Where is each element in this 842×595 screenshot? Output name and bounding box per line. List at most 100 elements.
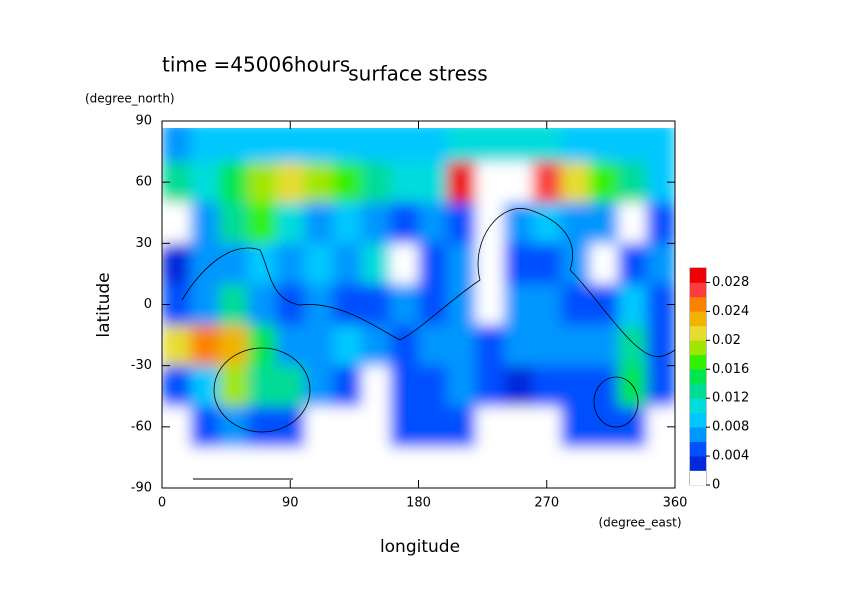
cell: [561, 324, 590, 367]
cell: [390, 284, 419, 326]
cell: [504, 324, 533, 367]
cell: [646, 447, 675, 481]
colorbar-swatch: [690, 398, 706, 413]
cell: [475, 365, 505, 407]
cell: [162, 243, 191, 285]
cell: [646, 365, 675, 407]
cell: [390, 365, 419, 407]
y-tick-label: 0: [144, 297, 152, 312]
cell: [219, 128, 248, 163]
cell: [247, 365, 277, 407]
colorbar-swatch: [690, 470, 706, 486]
colorbar-swatch: [690, 268, 706, 283]
cell: [504, 128, 533, 163]
cell: [561, 365, 590, 407]
cell: [418, 365, 448, 407]
cell: [304, 365, 334, 407]
x-tick-label: 270: [534, 496, 559, 511]
y-tick-label: -30: [131, 358, 152, 373]
cell: [361, 406, 391, 448]
cell: [504, 243, 533, 285]
cell: [618, 365, 647, 407]
cell: [504, 284, 533, 326]
coastline: [181, 208, 676, 357]
cell: [589, 202, 619, 244]
cell: [333, 365, 362, 407]
cell: [219, 243, 248, 285]
cell: [247, 202, 277, 244]
cell: [475, 447, 505, 481]
cell: [646, 128, 675, 163]
colorbar-tick-label: 0.028: [712, 275, 749, 290]
colorbar-swatch: [690, 427, 706, 442]
cell: [618, 447, 647, 481]
cell: [162, 447, 191, 481]
cell: [304, 243, 334, 285]
colorbar-swatch: [690, 340, 706, 356]
cell: [447, 128, 476, 163]
colorbar-tick-label: 0: [712, 478, 720, 493]
cell: [333, 161, 362, 204]
cell: [190, 365, 220, 407]
cell: [589, 447, 619, 481]
cell: [561, 161, 590, 204]
colorbar-tick-label: 0.016: [712, 362, 749, 377]
cells: [162, 128, 675, 481]
cell: [589, 161, 619, 204]
cell: [304, 128, 334, 163]
x-axis-label: longitude: [380, 537, 460, 557]
cell: [618, 243, 647, 285]
cell: [390, 406, 419, 448]
cell: [504, 161, 533, 204]
cell: [276, 365, 305, 407]
cell: [618, 284, 647, 326]
cell: [561, 128, 590, 163]
cell: [247, 284, 277, 326]
cell: [532, 324, 562, 367]
field: [162, 128, 675, 481]
colorbar-swatch: [690, 456, 706, 471]
cell: [447, 406, 476, 448]
coastline: [213, 347, 311, 433]
coastline: [593, 376, 639, 428]
cell: [276, 324, 305, 367]
cell: [333, 128, 362, 163]
cell: [247, 447, 277, 481]
cell: [475, 406, 505, 448]
cell: [190, 202, 220, 244]
cell: [190, 243, 220, 285]
cell: [561, 447, 590, 481]
cell: [418, 447, 448, 481]
cell: [418, 406, 448, 448]
cell: [333, 447, 362, 481]
colorbar-swatch: [690, 354, 706, 370]
y-unit: (degree_north): [85, 92, 175, 106]
cell: [333, 324, 362, 367]
cell: [390, 447, 419, 481]
cell: [333, 243, 362, 285]
cell: [589, 324, 619, 367]
y-tick-label: -60: [131, 419, 152, 434]
colorbar-swatch: [690, 325, 706, 341]
cell: [475, 243, 505, 285]
cell: [418, 202, 448, 244]
cell: [532, 365, 562, 407]
cell: [418, 161, 448, 204]
cell: [418, 284, 448, 326]
cell: [618, 161, 647, 204]
colorbar-tick-label: 0.024: [712, 304, 749, 319]
cell: [162, 324, 191, 367]
cell: [418, 324, 448, 367]
cell: [390, 128, 419, 163]
colorbar-swatch: [690, 296, 706, 312]
cell: [304, 447, 334, 481]
cell: [276, 202, 305, 244]
cell: [219, 284, 248, 326]
cell: [532, 447, 562, 481]
cell: [475, 128, 505, 163]
cell: [190, 324, 220, 367]
cell: [475, 324, 505, 367]
cell: [447, 447, 476, 481]
cell: [333, 202, 362, 244]
